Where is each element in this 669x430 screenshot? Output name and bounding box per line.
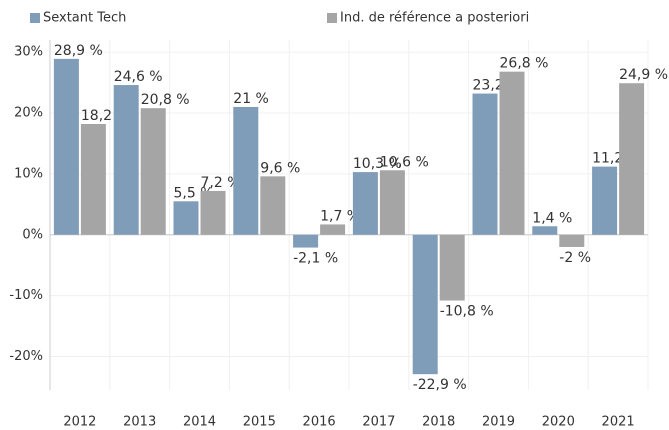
bar: [439, 234, 465, 301]
value-label: -2,1 %: [293, 251, 338, 267]
y-tick-label: 0%: [22, 227, 43, 242]
value-label: -2 %: [559, 250, 591, 266]
bar: [499, 71, 525, 235]
bar: [559, 234, 585, 247]
x-tick-label: 2020: [542, 415, 575, 430]
y-tick-label: 30%: [14, 45, 43, 60]
x-tick-label: 2016: [303, 415, 336, 430]
value-label: 10,3 %: [353, 156, 402, 172]
value-label: -10,8 %: [440, 304, 494, 320]
value-label: 7,2 %: [201, 175, 241, 191]
x-tick-label: 2018: [422, 415, 455, 430]
value-label: 1,7 %: [320, 208, 360, 224]
y-tick-label: -10%: [9, 288, 43, 303]
x-tick-label: 2014: [183, 415, 216, 430]
y-tick-label: 10%: [14, 166, 43, 181]
y-tick-label: -20%: [9, 349, 43, 364]
x-tick-label: 2021: [602, 415, 635, 430]
legend-swatch: [30, 13, 40, 23]
bar: [260, 176, 286, 235]
x-tick-label: 2015: [243, 415, 276, 430]
x-tick-label: 2012: [63, 415, 96, 430]
value-label: 21 %: [233, 91, 269, 107]
bar: [80, 124, 106, 235]
legend-label: Ind. de référence a posteriori: [340, 11, 529, 26]
bar: [352, 172, 378, 235]
bar: [53, 58, 79, 235]
bar: [592, 166, 618, 235]
value-label: 28,9 %: [54, 43, 103, 59]
value-label: 9,6 %: [260, 160, 300, 176]
bar: [619, 83, 645, 235]
value-label: 20,8 %: [141, 92, 190, 108]
value-label: 10,6 %: [380, 154, 429, 170]
bar: [379, 170, 405, 235]
value-label: 1,4 %: [532, 210, 572, 226]
bar: [412, 234, 438, 375]
bar: [200, 190, 226, 235]
bar: [173, 201, 199, 235]
value-label: 26,8 %: [500, 56, 549, 72]
value-label: 24,9 %: [619, 67, 668, 83]
x-tick-label: 2019: [482, 415, 515, 430]
bar: [472, 93, 498, 235]
bar: [233, 106, 259, 235]
bar: [140, 108, 166, 235]
value-label: 24,6 %: [114, 69, 163, 85]
y-tick-label: 20%: [14, 106, 43, 121]
x-tick-label: 2013: [123, 415, 156, 430]
bar: [113, 85, 139, 235]
x-tick-label: 2017: [362, 415, 395, 430]
legend-label: Sextant Tech: [43, 11, 126, 26]
value-label: -22,9 %: [413, 377, 467, 393]
legend-swatch: [327, 13, 337, 23]
bar: [532, 226, 558, 235]
bar: [293, 234, 319, 248]
bar: [320, 224, 346, 235]
